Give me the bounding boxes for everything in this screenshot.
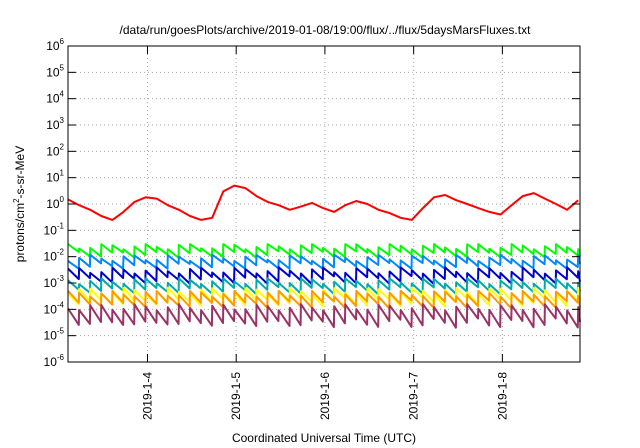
y-tick-exponent: -3 (57, 274, 65, 283)
y-tick-exponent: 3 (60, 116, 65, 125)
y-tick-base: 10 (46, 144, 60, 158)
y-tick-base: 10 (44, 302, 58, 316)
y-tick-base: 10 (46, 39, 60, 53)
y-tick-label: 103 (46, 116, 64, 132)
series-line (67, 266, 581, 286)
y-tick-label: 10-5 (44, 327, 65, 343)
y-tick-exponent: -1 (57, 221, 65, 230)
y-tick-label: 10-6 (44, 353, 65, 369)
y-axis: 10-610-510-410-310-210-11001011021031041… (44, 37, 580, 369)
y-tick-base: 10 (46, 171, 60, 185)
y-tick-base: 10 (46, 92, 60, 106)
x-tick-label: 2019-1-8 (495, 372, 509, 420)
y-tick-exponent: -2 (57, 248, 65, 257)
y-tick-label: 102 (46, 142, 64, 158)
y-tick-exponent: 4 (60, 90, 65, 99)
x-tick-label: 2019-1-6 (318, 372, 332, 420)
y-tick-base: 10 (44, 329, 58, 343)
series-line (67, 277, 581, 296)
series-line (67, 243, 581, 259)
y-tick-label: 10-3 (44, 274, 65, 290)
y-tick-label: 10-4 (44, 300, 65, 316)
y-tick-exponent: -4 (57, 300, 65, 309)
y-tick-exponent: 1 (60, 169, 65, 178)
y-tick-base: 10 (44, 276, 58, 290)
y-axis-label: protons/cm2-s-sr-MeV (12, 146, 27, 262)
x-tick-label: 2019-1-4 (140, 372, 154, 420)
y-tick-base: 10 (44, 250, 58, 264)
series-line (67, 289, 581, 310)
y-tick-exponent: 2 (60, 142, 65, 151)
y-tick-exponent: 0 (60, 195, 65, 204)
y-tick-label: 101 (46, 169, 64, 185)
y-tick-base: 10 (46, 65, 60, 79)
series-line (67, 303, 581, 329)
x-axis-label: Coordinated Universal Time (UTC) (232, 431, 416, 445)
y-tick-label: 106 (46, 37, 64, 53)
grid (68, 46, 580, 362)
y-tick-label: 10-1 (44, 221, 65, 237)
y-tick-exponent: 5 (60, 63, 65, 72)
series-line (67, 184, 579, 221)
chart-title: /data/run/goesPlots/archive/2019-01-08/1… (120, 23, 532, 37)
y-axis-label-sup: 2 (12, 198, 21, 203)
x-tick-label: 2019-1-7 (407, 372, 421, 420)
y-tick-exponent: 6 (60, 37, 65, 46)
y-tick-label: 105 (46, 63, 64, 79)
y-tick-base: 10 (46, 197, 60, 211)
x-axis: 2019-1-4 2019-1-5 2019-1-6 2019-1-7 2019-1-8 (140, 46, 509, 420)
y-tick-label: 100 (46, 195, 64, 211)
series-group (67, 184, 581, 329)
y-axis-label-rest: -s-sr-MeV (13, 146, 27, 199)
y-tick-label: 104 (46, 90, 64, 106)
y-tick-exponent: -6 (57, 353, 65, 362)
series-line (67, 253, 581, 270)
x-tick-label: 2019-1-5 (229, 372, 243, 420)
y-axis-label-base: protons/cm (13, 203, 27, 262)
y-tick-label: 10-2 (44, 248, 65, 264)
y-tick-base: 10 (44, 223, 58, 237)
y-tick-base: 10 (44, 355, 58, 369)
y-tick-base: 10 (46, 118, 60, 132)
y-tick-exponent: -5 (57, 327, 65, 336)
